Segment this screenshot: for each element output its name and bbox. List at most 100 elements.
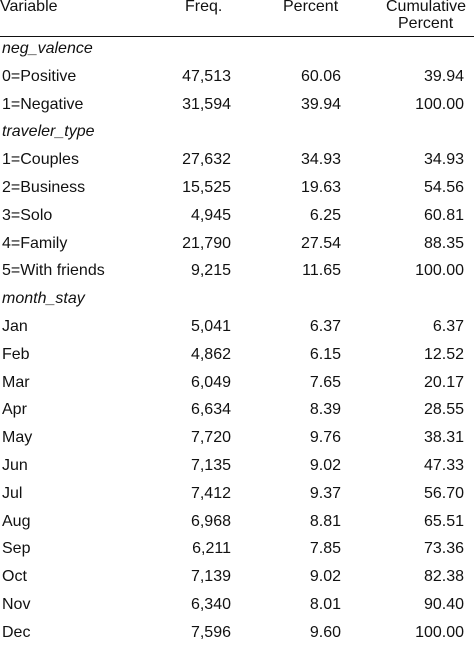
row-label: Oct [2, 568, 27, 586]
row-label: Jun [2, 456, 28, 474]
percent-cell: 6.25 [309, 206, 341, 224]
table-row: May 7,720 9.76 38.31 [0, 425, 474, 453]
freq-cell: 4,862 [190, 345, 231, 363]
cumulative-cell: 60.81 [423, 206, 464, 224]
section-row: neg_valence [0, 36, 474, 64]
header-cumulative-percent: Cumulative Percent [386, 0, 474, 32]
table-body: neg_valence 0=Positive 47,513 60.06 39.94 1=N… [0, 36, 474, 648]
freq-cell: 7,412 [190, 484, 231, 502]
table-row: 5=With friends 9,215 11.65 100.00 [0, 258, 474, 286]
cumulative-cell: 6.37 [432, 317, 464, 335]
table-row: Feb 4,862 6.15 12.52 [0, 342, 474, 370]
row-label: Nov [2, 595, 31, 613]
table-row: Oct 7,139 9.02 82.38 [0, 564, 474, 592]
cumulative-cell: 38.31 [423, 429, 464, 447]
row-label: 3=Solo [2, 206, 53, 224]
table-row: Mar 6,049 7.65 20.17 [0, 370, 474, 398]
row-label: Dec [2, 623, 31, 641]
percent-cell: 60.06 [300, 67, 341, 85]
percent-cell: 7.85 [309, 540, 341, 558]
percent-cell: 8.81 [309, 512, 341, 530]
row-label: May [2, 429, 33, 447]
row-label: Sep [2, 540, 31, 558]
cumulative-cell: 56.70 [423, 484, 464, 502]
percent-cell: 11.65 [302, 262, 341, 280]
cumulative-cell: 12.52 [423, 345, 464, 363]
freq-cell: 6,049 [190, 373, 231, 391]
freq-cell: 7,139 [190, 568, 231, 586]
table-row: Jun 7,135 9.02 47.33 [0, 453, 474, 481]
percent-cell: 9.76 [309, 429, 341, 447]
percent-cell: 6.15 [309, 345, 341, 363]
table-row: 4=Family 21,790 27.54 88.35 [0, 231, 474, 259]
row-label: Apr [2, 401, 27, 419]
header-cumulative-line1: Cumulative [386, 0, 467, 15]
row-label: Jul [2, 484, 23, 502]
section-row: traveler_type [0, 119, 474, 147]
table-header: Variable Freq. Percent Cumulative Percen… [0, 0, 474, 37]
percent-cell: 34.93 [300, 151, 341, 169]
table-row: 1=Negative 31,594 39.94 100.00 [0, 92, 474, 120]
row-label: 1=Negative [2, 95, 84, 113]
table-row: Apr 6,634 8.39 28.55 [0, 397, 474, 425]
table-row: Nov 6,340 8.01 90.40 [0, 592, 474, 620]
percent-cell: 8.39 [309, 401, 341, 419]
percent-cell: 9.60 [309, 623, 341, 641]
freq-cell: 15,525 [182, 178, 231, 196]
freq-cell: 6,968 [190, 512, 231, 530]
header-percent: Percent [283, 0, 339, 15]
cumulative-cell: 88.35 [423, 234, 464, 252]
freq-cell: 7,596 [190, 623, 231, 641]
table-row: Sep 6,211 7.85 73.36 [0, 536, 474, 564]
cumulative-cell: 100.00 [415, 623, 464, 641]
freq-cell: 7,135 [190, 456, 231, 474]
header-freq: Freq. [185, 0, 223, 15]
section-label: month_stay [2, 290, 85, 308]
freq-cell: 6,634 [190, 401, 231, 419]
percent-cell: 8.01 [309, 595, 341, 613]
percent-cell: 39.94 [300, 95, 341, 113]
freq-cell: 6,340 [190, 595, 231, 613]
cumulative-cell: 65.51 [423, 512, 464, 530]
percent-cell: 7.65 [309, 373, 341, 391]
row-label: Jan [2, 317, 28, 335]
cumulative-cell: 20.17 [423, 373, 464, 391]
table-row: 2=Business 15,525 19.63 54.56 [0, 175, 474, 203]
freq-cell: 27,632 [182, 151, 231, 169]
row-label: Aug [2, 512, 31, 530]
freq-cell: 31,594 [182, 95, 231, 113]
row-label: Mar [2, 373, 30, 391]
percent-cell: 9.02 [309, 456, 341, 474]
header-cumulative-line2: Percent [398, 15, 454, 32]
table-row: 0=Positive 47,513 60.06 39.94 [0, 64, 474, 92]
header-variable: Variable [0, 0, 58, 15]
percent-cell: 9.37 [309, 484, 341, 502]
percent-cell: 27.54 [300, 234, 341, 252]
cumulative-cell: 100.00 [415, 262, 464, 280]
table-row: Jan 5,041 6.37 6.37 [0, 314, 474, 342]
section-row: month_stay [0, 286, 474, 314]
cumulative-cell: 82.38 [423, 568, 464, 586]
row-label: 4=Family [2, 234, 68, 252]
cumulative-cell: 34.93 [423, 151, 464, 169]
freq-cell: 47,513 [182, 67, 231, 85]
row-label: 5=With friends [2, 262, 105, 280]
cumulative-cell: 54.56 [423, 178, 464, 196]
freq-cell: 21,790 [182, 234, 231, 252]
freq-cell: 4,945 [190, 206, 231, 224]
cumulative-cell: 47.33 [423, 456, 464, 474]
table-row: Jul 7,412 9.37 56.70 [0, 481, 474, 509]
cumulative-cell: 90.40 [423, 595, 464, 613]
cumulative-cell: 73.36 [423, 540, 464, 558]
table-row: 3=Solo 4,945 6.25 60.81 [0, 203, 474, 231]
row-label: Feb [2, 345, 30, 363]
table-row: Dec 7,596 9.60 100.00 [0, 620, 474, 648]
percent-cell: 19.63 [300, 178, 341, 196]
percent-cell: 9.02 [309, 568, 341, 586]
row-label: 1=Couples [2, 151, 79, 169]
cumulative-cell: 28.55 [423, 401, 464, 419]
freq-cell: 5,041 [190, 317, 231, 335]
section-label: neg_valence [2, 40, 93, 57]
table-row: 1=Couples 27,632 34.93 34.93 [0, 147, 474, 175]
